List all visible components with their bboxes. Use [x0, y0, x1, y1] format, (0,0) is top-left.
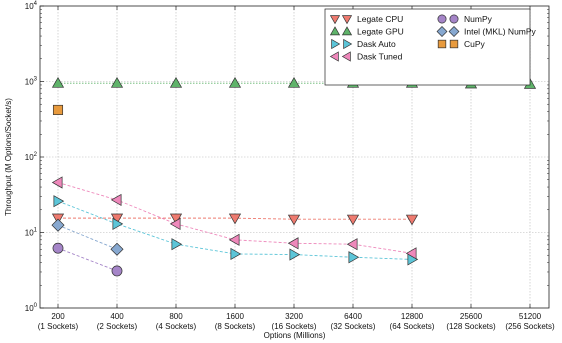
legend-marker-legate-cpu: [341, 15, 353, 25]
legend-label-legate-cpu: Legate CPU: [357, 14, 403, 24]
x-tick-sublabel: (256 Sockets): [505, 322, 555, 331]
data-point-dask-tuned: [287, 237, 299, 250]
x-tick-sublabel: (128 Sockets): [446, 322, 496, 331]
data-point-dask-auto: [112, 217, 124, 231]
data-point-numpy: [52, 242, 64, 254]
series-line-intel-mkl-numpy: [57, 224, 118, 250]
legend-label-dask-auto: Dask Auto: [357, 39, 396, 49]
axes: 100 101 102 103 104 200(1 Sockets) 400(2 Socke…: [25, 1, 555, 331]
x-tick-sublabel: (8 Sockets): [215, 322, 256, 331]
legend-marker-intel-mkl-numpy: [448, 26, 460, 37]
x-tick-label: 1600: [226, 312, 244, 321]
legend-label-numpy: NumPy: [464, 14, 493, 24]
data-point-legate-gpu: [51, 76, 65, 88]
data-point-dask-auto: [289, 248, 301, 261]
y-tick-label: 103: [25, 77, 38, 87]
series-intel-mkl-numpy: [51, 218, 124, 256]
legend-label-intel-mkl-numpy: Intel (MKL) NumPy: [464, 27, 537, 37]
x-axis-label: Options (Millions): [264, 331, 326, 340]
legend-marker-cupy: [437, 39, 447, 49]
series-dask-auto: [53, 195, 419, 266]
legend-marker-intel-mkl-numpy: [436, 26, 448, 37]
legend-marker-dask-tuned: [329, 51, 339, 62]
data-point-legate-cpu: [228, 213, 242, 225]
series-layer: [51, 76, 537, 277]
legend-marker-legate-gpu: [329, 26, 341, 36]
x-tick-label: 800: [169, 312, 183, 321]
legend-marker-numpy: [437, 14, 447, 24]
legend-label-legate-gpu: Legate GPU: [357, 27, 404, 37]
x-tick-sublabel: (64 Sockets): [390, 322, 435, 331]
data-point-legate-gpu: [287, 76, 301, 88]
legend-marker-numpy: [449, 14, 459, 24]
y-tick-label: 101: [25, 228, 38, 238]
y-tick-label: 100: [25, 303, 38, 313]
x-tick-sublabel: (4 Sockets): [156, 322, 197, 331]
data-point-dask-auto: [53, 195, 65, 208]
legend-marker-dask-tuned: [341, 51, 351, 62]
y-tick-label: 102: [25, 152, 38, 162]
data-point-dask-tuned: [169, 217, 181, 231]
x-tick-sublabel: (1 Sockets): [38, 322, 79, 331]
data-point-legate-gpu: [228, 76, 242, 88]
data-point-intel-mkl-numpy: [110, 242, 124, 256]
x-tick-sublabel: (32 Sockets): [331, 322, 376, 331]
legend-marker-dask-auto: [343, 38, 353, 50]
data-point-legate-cpu: [405, 214, 419, 226]
data-point-legate-cpu: [346, 214, 360, 226]
data-point-dask-tuned: [346, 238, 358, 251]
series-line-numpy: [57, 247, 118, 272]
y-tick-label: 104: [25, 1, 38, 11]
legend-marker-cupy: [449, 39, 459, 49]
series-dask-tuned: [51, 176, 417, 260]
data-point-legate-gpu: [110, 76, 124, 88]
data-point-dask-tuned: [110, 193, 122, 207]
x-tick-label: 200: [51, 312, 65, 321]
series-legate-cpu: [51, 213, 419, 226]
data-point-dask-tuned: [228, 233, 240, 246]
data-point-dask-tuned: [405, 247, 417, 260]
legend-label-dask-tuned: Dask Tuned: [357, 52, 403, 62]
data-point-intel-mkl-numpy: [51, 218, 65, 232]
data-point-cupy: [52, 104, 64, 115]
data-point-dask-tuned: [51, 176, 63, 189]
data-point-dask-auto: [230, 247, 242, 261]
series-cupy: [52, 104, 64, 115]
y-axis-label: Throughput (M Options/Socket/s): [4, 98, 13, 216]
x-tick-label: 3200: [285, 312, 303, 321]
x-tick-sublabel: (2 Sockets): [97, 322, 138, 331]
data-point-dask-auto: [348, 251, 360, 264]
x-tick-label: 400: [110, 312, 124, 321]
legend-marker-legate-gpu: [341, 26, 353, 36]
series-numpy: [52, 242, 123, 277]
legend-box: [324, 8, 531, 86]
x-tick-label: 51200: [519, 312, 542, 321]
data-point-legate-gpu: [169, 76, 183, 88]
data-point-legate-cpu: [287, 214, 301, 226]
x-tick-label: 6400: [344, 312, 362, 321]
legend-label-cupy: CuPy: [464, 39, 486, 49]
x-tick-label: 25600: [460, 312, 483, 321]
x-tick-label: 12800: [401, 312, 424, 321]
legend-marker-legate-cpu: [329, 15, 341, 25]
x-tick-sublabel: (16 Sockets): [272, 322, 317, 331]
legend: Legate CPU Legate GPU Dask Auto Dask Tuned N…: [324, 8, 537, 86]
legend-marker-dask-auto: [331, 38, 341, 50]
data-point-numpy: [111, 265, 123, 277]
data-point-dask-auto: [171, 238, 183, 251]
